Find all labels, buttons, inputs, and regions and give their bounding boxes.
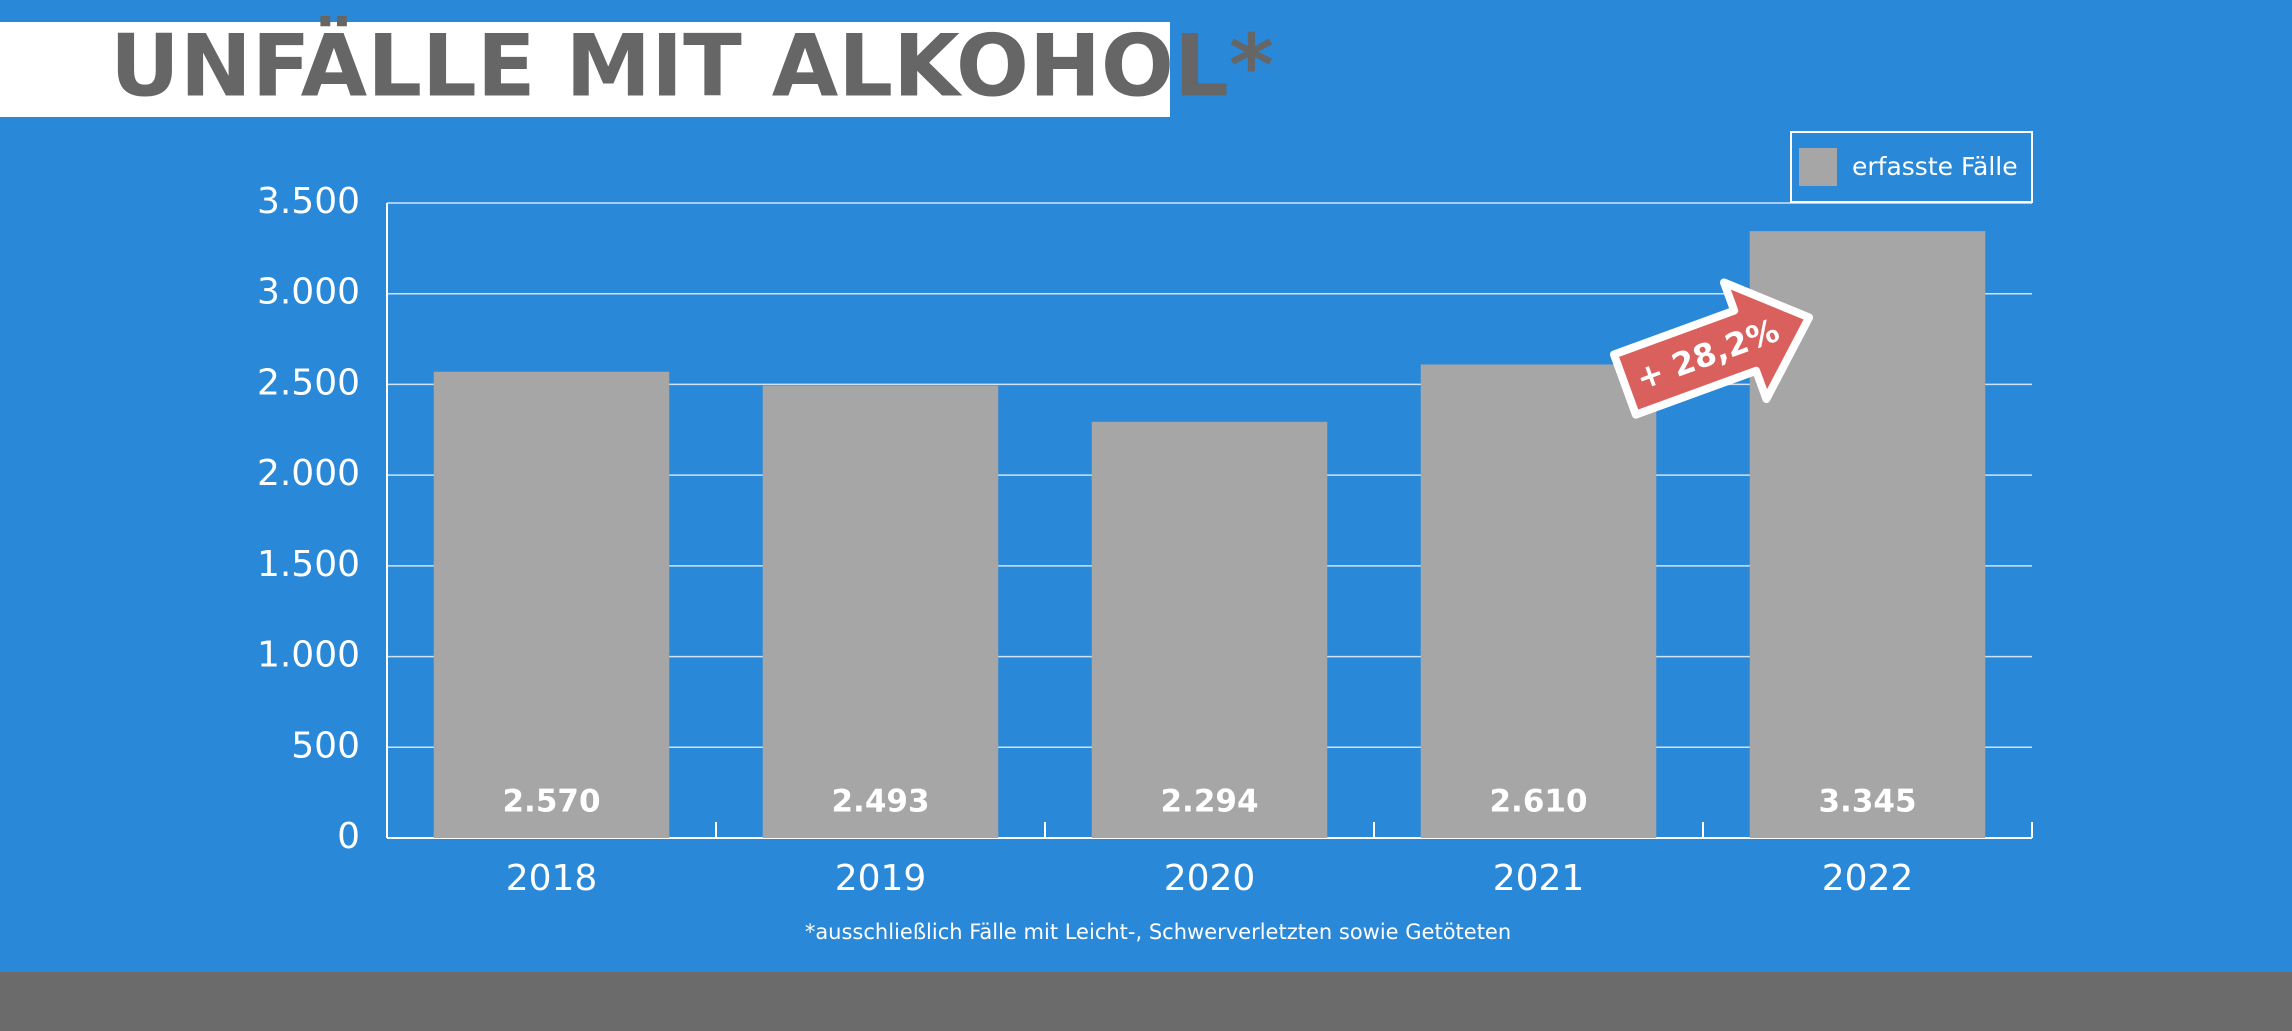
title-box xyxy=(0,22,1170,117)
x-tick-label: 2021 xyxy=(1493,858,1585,899)
x-tick-label: 2022 xyxy=(1822,858,1914,899)
y-tick-label: 3.500 xyxy=(257,181,360,222)
legend-label: erfasste Fälle xyxy=(1852,152,2018,181)
value-label: 2.610 xyxy=(1489,784,1587,820)
value-label: 2.493 xyxy=(831,784,929,820)
bar xyxy=(762,385,999,838)
legend-box xyxy=(1790,131,2033,203)
legend-swatch xyxy=(1799,148,1837,186)
y-tick-label: 500 xyxy=(291,725,360,766)
x-tick-label: 2020 xyxy=(1164,858,1256,899)
y-tick-label: 2.000 xyxy=(257,453,360,494)
bar xyxy=(1420,364,1657,838)
value-label: 3.345 xyxy=(1818,784,1916,820)
footnote: *ausschließlich Fälle mit Leicht-, Schwe… xyxy=(805,920,1511,944)
y-tick-label: 2.500 xyxy=(257,362,360,403)
y-tick-label: 1.500 xyxy=(257,544,360,585)
legend: erfasste Fälle xyxy=(1790,131,2033,203)
x-tick-label: 2019 xyxy=(835,858,927,899)
value-label: 2.570 xyxy=(502,784,600,820)
footer-band xyxy=(0,972,2292,1031)
y-tick-label: 3.000 xyxy=(257,272,360,313)
y-tick-label: 1.000 xyxy=(257,635,360,676)
x-tick-label: 2018 xyxy=(506,858,598,899)
bar xyxy=(1091,421,1328,838)
arrow-shape xyxy=(1609,278,1814,419)
bar xyxy=(433,371,670,838)
value-label: 2.294 xyxy=(1160,784,1258,820)
y-tick-label: 0 xyxy=(337,816,360,857)
plot-area: 0 500 1.000 1.500 2.000 2.500 3.000 3.500 2018 2.… xyxy=(257,131,2033,899)
chart-title: UNFÄLLE MIT ALKOHOL* xyxy=(110,16,1274,116)
growth-arrow: + 28,2% xyxy=(1609,278,1814,419)
